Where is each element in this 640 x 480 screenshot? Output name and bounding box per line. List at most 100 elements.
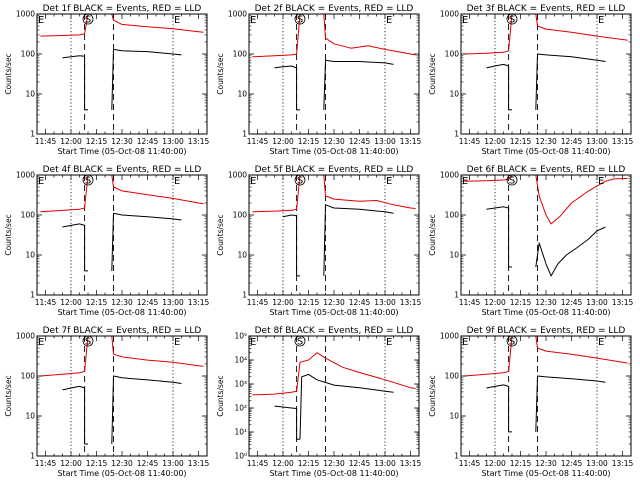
x-tick-label: 12:15 [298, 137, 320, 146]
x-tick-label: 12:30 [323, 459, 345, 468]
marker-e-right: E [386, 15, 392, 26]
marker-s: S [85, 176, 91, 187]
y-tick-label: 100 [21, 211, 36, 220]
y-tick-label: 1 [242, 291, 247, 300]
x-tick-label: 13:00 [162, 298, 184, 307]
y-tick-label: 100 [445, 50, 460, 59]
marker-s: S [509, 337, 515, 348]
x-tick-label: 13:15 [188, 459, 210, 468]
y-axis-label: Counts/sec [428, 375, 437, 416]
series-line-events [62, 223, 88, 272]
x-tick-label: 12:45 [349, 298, 371, 307]
y-tick-label: 1 [30, 291, 35, 300]
x-tick-label: 13:00 [586, 137, 608, 146]
x-tick-label: 12:15 [86, 298, 108, 307]
marker-s-circle [294, 335, 306, 347]
plot-frame [36, 174, 208, 296]
y-tick-label: 1000 [228, 171, 247, 180]
x-tick-label: 12:15 [86, 459, 108, 468]
marker-e-left: E [462, 176, 468, 187]
y-tick-label: 1 [454, 291, 459, 300]
marker-s-circle [294, 13, 306, 25]
x-tick-label: 12:00 [272, 459, 294, 468]
panel-title: Det 7f BLACK = Events, RED = LLD [43, 326, 202, 336]
marker-e-left: E [38, 15, 44, 26]
marker-s: S [297, 15, 303, 26]
series-line-events [535, 226, 606, 277]
x-axis-label: Start Time (05-Oct-08 11:40:00) [269, 308, 398, 317]
x-tick-label: 12:15 [510, 137, 532, 146]
x-tick-label: 12:30 [111, 459, 133, 468]
marker-e-left: E [462, 337, 468, 348]
series-line-events [299, 373, 394, 440]
y-tick-label: 1000 [440, 10, 459, 19]
series-line-lld [464, 13, 628, 55]
x-tick-label: 12:15 [510, 298, 532, 307]
x-tick-label: 12:00 [272, 298, 294, 307]
marker-e-right: E [598, 176, 604, 187]
x-tick-label: 11:45 [459, 298, 481, 307]
marker-s: S [85, 337, 91, 348]
y-tick-label: 10 [25, 251, 35, 260]
panel-title: Det 3f BLACK = Events, RED = LLD [467, 4, 626, 14]
marker-e-left: E [250, 337, 256, 348]
series-line-lld [252, 174, 416, 213]
plot-frame [460, 13, 632, 135]
marker-s-circle [294, 174, 306, 186]
x-tick-label: 12:15 [298, 298, 320, 307]
x-tick-label: 13:15 [612, 459, 634, 468]
x-tick-label: 12:30 [111, 298, 133, 307]
marker-e-right: E [174, 337, 180, 348]
series-line-lld [40, 335, 204, 377]
marker-e-right: E [386, 337, 392, 348]
panel-9: Det 9f BLACK = Events, RED = LLD Counts/s… [428, 326, 634, 478]
series-line-lld [40, 13, 204, 37]
y-tick-label: 100 [233, 211, 248, 220]
x-axis-label: Start Time (05-Oct-08 11:40:00) [57, 469, 186, 478]
x-tick-label: 13:15 [612, 298, 634, 307]
x-tick-label: 12:30 [111, 137, 133, 146]
y-tick-label: 10 [237, 251, 247, 260]
y-tick-label: 100 [21, 50, 36, 59]
y-tick-label: 10 [449, 90, 459, 99]
panel-5: Det 5f BLACK = Events, RED = LLD Counts/s… [216, 165, 422, 317]
y-axis-label: Counts/sec [216, 375, 225, 416]
x-tick-label: 12:30 [323, 137, 345, 146]
x-tick-label: 11:45 [35, 137, 57, 146]
marker-e-right: E [598, 337, 604, 348]
panel-8: Det 8f BLACK = Events, RED = LLD Counts/s… [216, 326, 422, 478]
y-tick-label: 10 [237, 90, 247, 99]
panel-title: Det 6f BLACK = Events, RED = LLD [467, 165, 626, 175]
marker-e-left: E [250, 15, 256, 26]
y-tick-label: 1000 [16, 332, 35, 341]
x-tick-label: 11:45 [35, 298, 57, 307]
x-tick-label: 13:15 [188, 298, 210, 307]
x-tick-label: 12:30 [535, 459, 557, 468]
plot-frame [248, 335, 420, 457]
plot-frame [248, 13, 420, 135]
panel-7: Det 7f BLACK = Events, RED = LLD Counts/s… [4, 326, 210, 478]
x-tick-label: 12:00 [60, 298, 82, 307]
panel-title: Det 9f BLACK = Events, RED = LLD [467, 326, 626, 336]
panel-4: Det 4f BLACK = Events, RED = LLD Counts/s… [4, 165, 210, 317]
x-tick-label: 13:15 [612, 137, 634, 146]
marker-s-circle [506, 13, 518, 25]
x-tick-label: 12:45 [349, 137, 371, 146]
y-tick-label: 10⁴ [234, 356, 247, 365]
x-tick-label: 12:45 [137, 298, 159, 307]
x-axis-label: Start Time (05-Oct-08 11:40:00) [481, 308, 610, 317]
y-tick-label: 10 [25, 90, 35, 99]
series-line-events [111, 212, 182, 271]
x-axis-label: Start Time (05-Oct-08 11:40:00) [481, 469, 610, 478]
x-tick-label: 11:45 [459, 137, 481, 146]
y-tick-label: 1000 [440, 332, 459, 341]
y-axis-label: Counts/sec [4, 53, 13, 94]
marker-s-circle [82, 13, 94, 25]
marker-s-circle [506, 335, 518, 347]
marker-e-right: E [174, 15, 180, 26]
y-tick-label: 1 [454, 130, 459, 139]
y-tick-label: 10⁰ [234, 452, 247, 461]
series-line-lld [252, 352, 416, 396]
y-tick-label: 100 [21, 372, 36, 381]
